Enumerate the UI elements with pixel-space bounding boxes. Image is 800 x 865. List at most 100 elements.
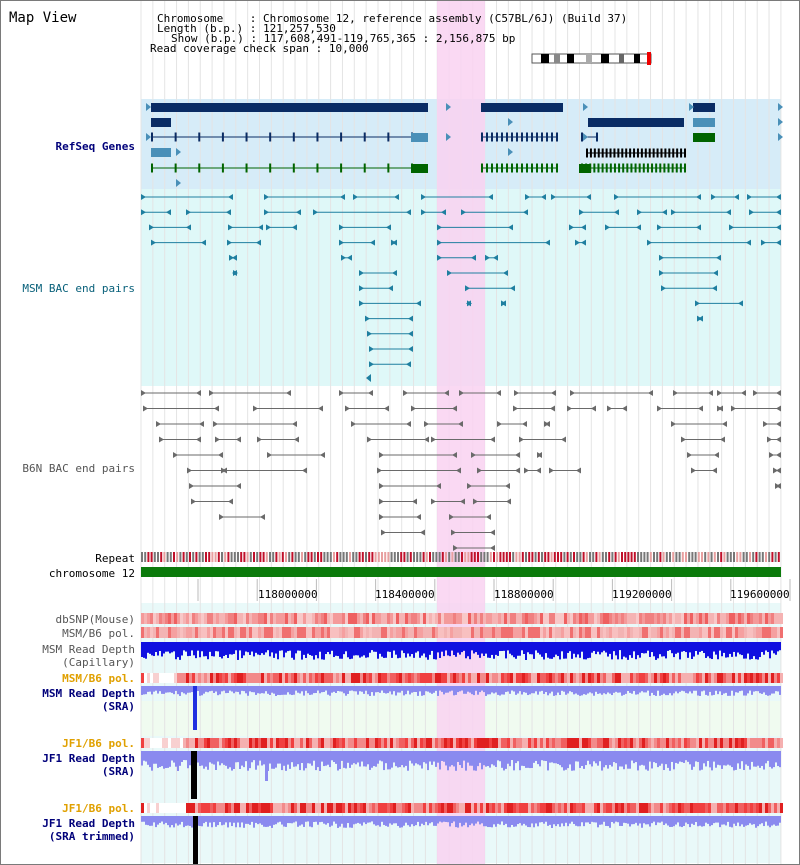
heatmap-cell [345, 673, 348, 683]
depth-bar [737, 686, 739, 693]
depth-bar [323, 816, 325, 824]
repeat-element [246, 552, 249, 562]
depth-bar [559, 642, 561, 660]
depth-bar [633, 686, 635, 692]
depth-bar [313, 816, 315, 822]
track-label-refseq[interactable]: RefSeq Genes [55, 140, 135, 153]
track-label-jf1-b6-pol-2[interactable]: JF1/B6 pol. [62, 802, 135, 815]
depth-bar [665, 751, 667, 765]
depth-bar [387, 642, 389, 652]
heatmap-cell [426, 673, 429, 683]
depth-bar [655, 751, 657, 764]
heatmap-cell [519, 613, 522, 624]
heatmap-cell [663, 673, 666, 683]
heatmap-cell [537, 613, 540, 624]
heatmap-cell [486, 627, 489, 638]
heatmap-cell [594, 673, 597, 683]
repeat-element [384, 552, 387, 562]
heatmap-cell [588, 673, 591, 683]
heatmap-cell [210, 738, 213, 748]
track-label-msm-depth-sra[interactable]: MSM Read Depth (SRA) [42, 687, 135, 713]
depth-bar [183, 686, 185, 694]
heatmap-cell [693, 673, 696, 683]
track-label-dbsnp[interactable]: dbSNP(Mouse) [55, 613, 135, 626]
depth-bar [719, 751, 721, 766]
depth-bar [571, 686, 573, 693]
depth-bar [751, 816, 753, 825]
axis-tick-label: 118000000 [258, 588, 318, 601]
depth-bar [405, 816, 407, 823]
depth-bar [407, 642, 409, 654]
heatmap-cell [303, 738, 306, 748]
depth-bar [419, 642, 421, 658]
depth-bar [733, 816, 735, 824]
heatmap-cell [243, 613, 246, 624]
track-label-repeat[interactable]: Repeat [95, 552, 135, 565]
depth-bar [185, 686, 187, 695]
depth-bar [463, 751, 465, 761]
depth-bar [459, 751, 461, 766]
heatmap-cell [540, 613, 543, 624]
heatmap-cell [681, 613, 684, 624]
depth-bar [481, 751, 483, 770]
heatmap-cell [627, 803, 630, 813]
depth-bar [259, 816, 261, 824]
track-label-jf1-depth-trimmed[interactable]: JF1 Read Depth (SRA trimmed) [42, 817, 135, 843]
track-label-jf1-b6-pol[interactable]: JF1/B6 pol. [62, 737, 135, 750]
depth-bar [391, 816, 393, 825]
heatmap-cell [435, 738, 438, 748]
gene-exon [506, 163, 508, 173]
depth-bar [739, 642, 741, 655]
depth-bar [477, 751, 479, 767]
heatmap-cell [363, 673, 366, 683]
depth-bar [419, 816, 421, 827]
track-label-jf1-depth-sra[interactable]: JF1 Read Depth (SRA) [42, 752, 135, 778]
heatmap-cell [459, 803, 462, 813]
depth-bar [167, 816, 169, 826]
depth-bar [203, 642, 205, 657]
depth-bar [595, 751, 597, 764]
repeat-element [745, 552, 748, 562]
msm-bac-pair-end [510, 285, 515, 292]
track-label-msm-bac[interactable]: MSM BAC end pairs [22, 282, 135, 295]
heatmap-cell [372, 627, 375, 638]
heatmap-cell [507, 613, 510, 624]
repeat-element [553, 552, 556, 562]
depth-bar [217, 686, 219, 696]
repeat-element [483, 552, 486, 562]
depth-bar [551, 642, 553, 659]
heatmap-cell [738, 738, 741, 748]
depth-bar [369, 642, 371, 653]
heatmap-cell [621, 627, 624, 638]
repeat-element [416, 552, 419, 562]
depth-bar [297, 751, 299, 765]
depth-bar [735, 751, 737, 770]
track-label-msm-b6-pol[interactable]: MSM/B6 pol. [62, 627, 135, 640]
heatmap-cell [750, 803, 753, 813]
depth-bar [539, 816, 541, 823]
heatmap-cell [444, 738, 447, 748]
track-label-b6n-bac[interactable]: B6N BAC end pairs [22, 462, 135, 475]
heatmap-cell [237, 803, 240, 813]
depth-bar [237, 642, 239, 660]
b6n-bac-pair-end [671, 421, 676, 427]
heatmap-cell [579, 738, 582, 748]
repeat-element [608, 552, 611, 562]
depth-bar [327, 686, 329, 695]
msm-bac-pair-end [408, 330, 413, 337]
heatmap-cell [687, 673, 690, 683]
depth-bar [313, 642, 315, 660]
track-label-msm-depth-capillary[interactable]: MSM Read Depth (Capillary) [42, 643, 135, 669]
heatmap-cell [429, 613, 432, 624]
track-label-msm-b6-pol-2[interactable]: MSM/B6 pol. [62, 672, 135, 685]
depth-bar [655, 816, 657, 826]
depth-bar [231, 816, 233, 827]
msm-bac-pair-end [229, 254, 234, 261]
depth-bar [667, 816, 669, 826]
depth-bar [591, 642, 593, 653]
b6n-bac-pair-end [720, 436, 725, 443]
depth-bar [717, 816, 719, 823]
b6n-bac-pair-end [570, 390, 575, 396]
heatmap-cell [303, 673, 306, 683]
gene-block [693, 103, 715, 112]
